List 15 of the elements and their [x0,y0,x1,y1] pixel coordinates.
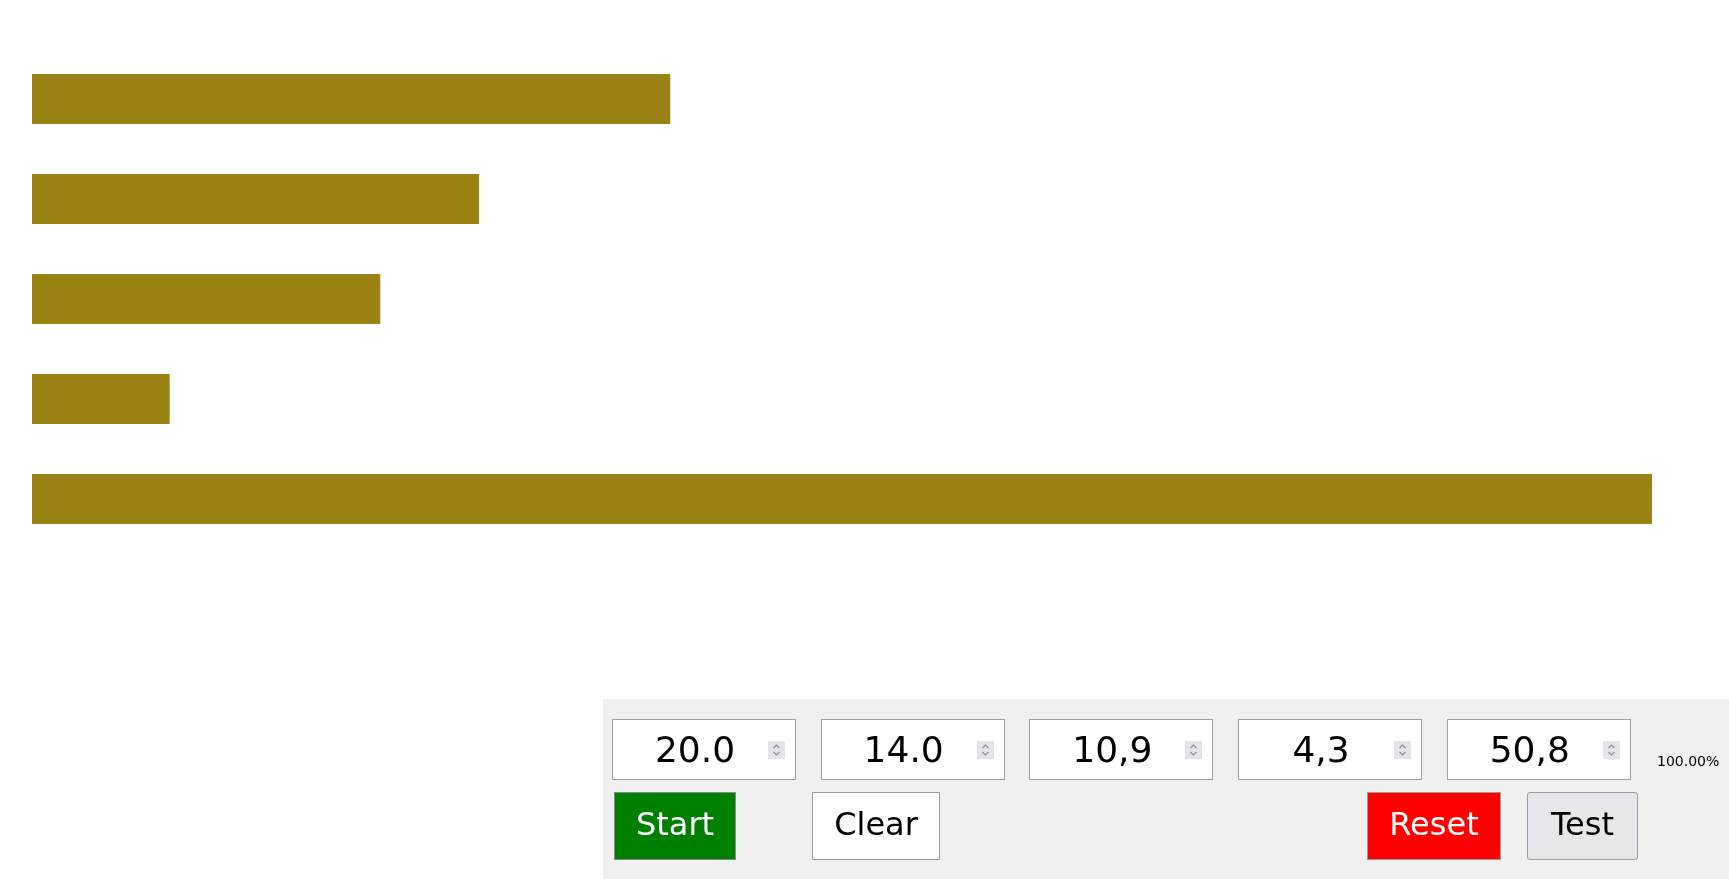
bar [32,174,480,224]
number-field: 4,3 [1238,719,1423,780]
number-field: 50,8 [1446,719,1631,780]
number-field: 10,9 [1029,719,1214,780]
number-field: 20.0 [612,719,796,780]
text: 100.00% [1657,752,1720,770]
bar [32,274,381,324]
number-field: 14.0 [820,719,1005,780]
button: Start [614,792,736,860]
button: Test [1527,792,1638,860]
bar [32,374,170,424]
button: Reset [1367,792,1501,860]
button: Clear [812,792,940,860]
bar [32,74,671,124]
bar [32,474,1652,524]
